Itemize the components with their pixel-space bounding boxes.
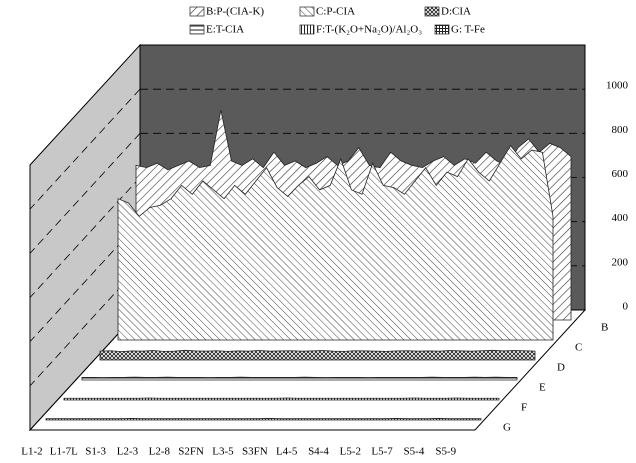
- legend-swatch: [189, 24, 205, 35]
- area: [45, 418, 482, 421]
- legend-swatch: [424, 6, 440, 17]
- area: [81, 376, 518, 381]
- x-tick-label: L1-2: [21, 446, 42, 458]
- depth-label: C: [575, 342, 582, 354]
- x-tick-label: L2-8: [149, 446, 171, 458]
- x-tick-label: L5-7: [371, 446, 393, 458]
- depth-label: B: [601, 322, 608, 334]
- x-tick-label: L4-5: [276, 446, 298, 458]
- x-tick-label: L2-3: [117, 446, 139, 458]
- depth-label: E: [539, 382, 546, 394]
- legend-label: E:T-CIA: [206, 24, 244, 36]
- legend-label: B:P-(CIA-K): [206, 6, 264, 18]
- y-tick-label: 400: [612, 212, 629, 224]
- legend-label: F:T-(K₂O+Na₂O)/Al₂O₃: [316, 24, 422, 36]
- x-tick-label: L3-5: [212, 446, 234, 458]
- x-tick-label: S4-4: [308, 446, 329, 458]
- depth-label: G: [503, 422, 511, 434]
- grid-line: [29, 133, 141, 254]
- x-tick-label: L1-7L: [50, 446, 78, 458]
- grid-line: [29, 88, 141, 210]
- y-tick-label: 1000: [606, 80, 629, 92]
- x-tick-label: L5-2: [340, 446, 361, 458]
- x-tick-label: S1-3: [85, 446, 106, 458]
- legend-swatch: [434, 24, 450, 35]
- x-tick-label: S2FN: [178, 446, 204, 458]
- area: [99, 349, 536, 361]
- depth-label: D: [557, 362, 565, 374]
- x-tick-label: S5-4: [404, 446, 425, 458]
- legend-swatch: [189, 6, 205, 17]
- y-tick-label: 800: [612, 124, 629, 136]
- x-tick-label: S3FN: [242, 446, 268, 458]
- grid-line: [29, 177, 141, 298]
- depth-label: F: [521, 402, 527, 414]
- legend-label: C:P-CIA: [316, 6, 355, 18]
- legend-label: D:CIA: [441, 6, 471, 18]
- area: [63, 397, 500, 401]
- legend-swatch: [299, 6, 315, 17]
- area: [117, 144, 554, 341]
- legend-swatch: [299, 24, 315, 35]
- y-tick-label: 0: [623, 301, 629, 313]
- y-tick-label: 600: [612, 168, 629, 180]
- legend-label: G: T-Fe: [451, 24, 485, 36]
- x-tick-label: S5-9: [435, 446, 456, 458]
- y-tick-label: 200: [612, 256, 629, 268]
